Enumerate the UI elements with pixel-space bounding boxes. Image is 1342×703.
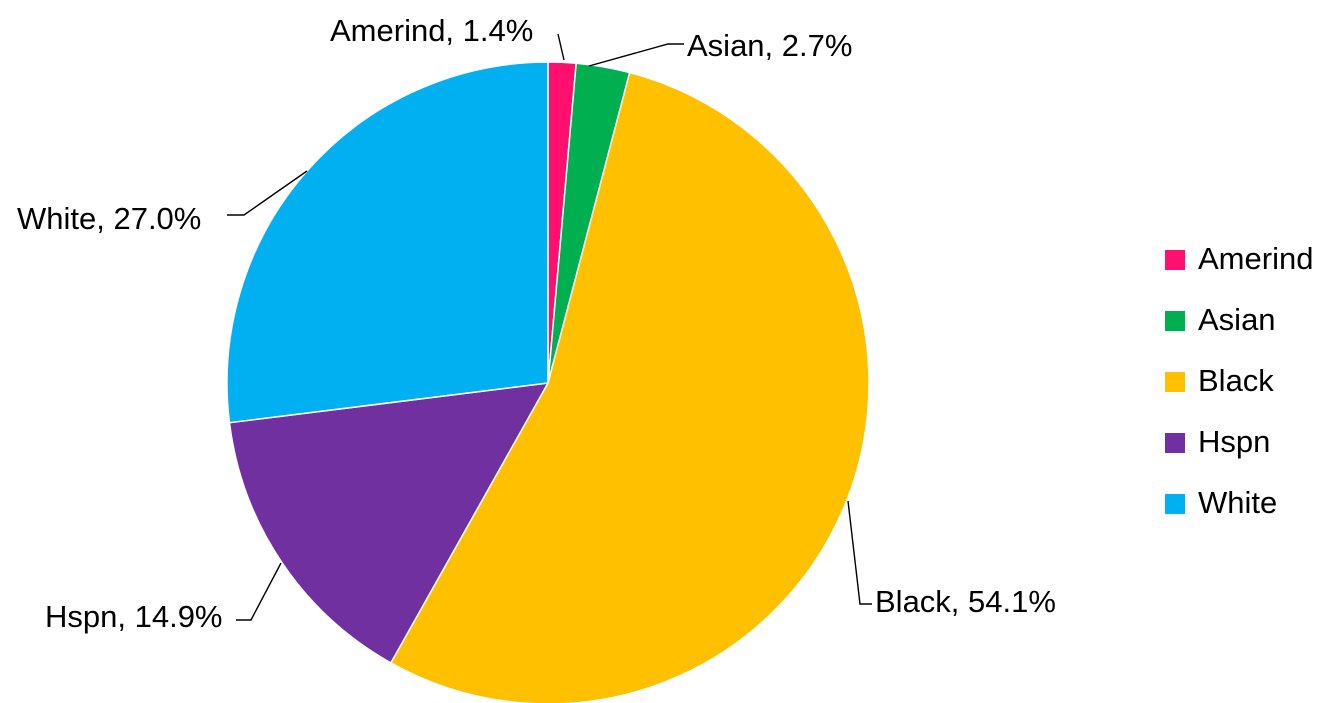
legend: Amerind Asian Black Hspn White [1165,241,1313,520]
legend-label-amerind: Amerind [1198,241,1313,276]
data-label-white: White, 27.0% [17,201,201,236]
pie-slice-white [226,61,549,424]
leader-lines [227,33,872,621]
pie-slice-hspn [228,382,550,664]
legend-label-hspn: Hspn [1198,424,1270,459]
legend-swatch-black [1165,372,1185,392]
legend-label-asian: Asian [1198,302,1276,337]
data-label-amerind: Amerind, 1.4% [330,13,533,48]
leader-line-hspn [236,562,282,621]
legend-label-white: White [1198,485,1277,520]
leader-line-black [847,500,872,605]
data-labels: Amerind, 1.4% Asian, 2.7% Black, 54.1% Hspn… [17,13,1056,634]
leader-line-asian [588,43,684,67]
pie-slice-black [389,71,870,703]
data-label-hspn: Hspn, 14.9% [45,599,223,634]
legend-swatch-asian [1165,311,1185,331]
pie-slices [226,61,870,703]
legend-swatch-hspn [1165,433,1185,453]
legend-swatch-white [1165,494,1185,514]
legend-swatch-amerind [1165,250,1185,270]
data-label-asian: Asian, 2.7% [687,28,852,63]
leader-line-amerind [557,33,565,61]
legend-label-black: Black [1198,363,1274,398]
leader-line-white [227,170,308,216]
data-label-black: Black, 54.1% [875,584,1056,619]
